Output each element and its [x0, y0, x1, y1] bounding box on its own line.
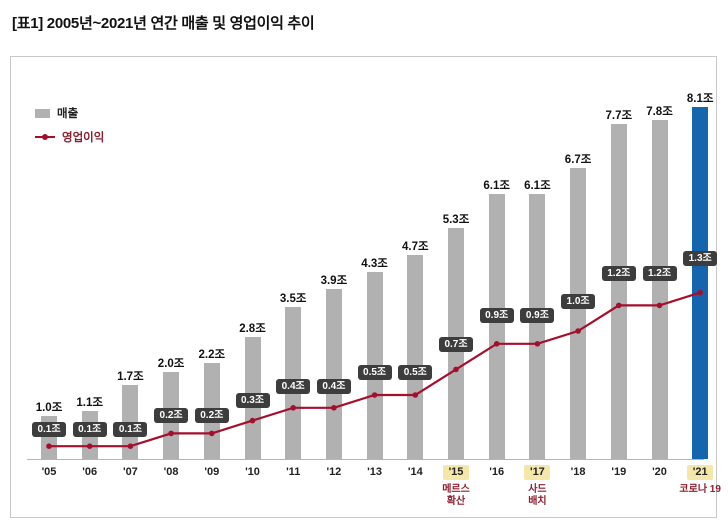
revenue-bar	[325, 289, 342, 459]
event-annotation: 메르스 확산	[424, 484, 488, 508]
profit-value-badge: 0.4조	[276, 379, 311, 395]
event-annotation-line: 확산	[446, 496, 466, 507]
revenue-bar	[529, 193, 546, 459]
profit-value-badge: 0.1조	[113, 421, 148, 437]
profit-value-badge: 0.2조	[154, 407, 189, 423]
event-annotation-line: 사드	[528, 484, 547, 495]
profit-value-badge: 0.9조	[479, 308, 514, 324]
profit-line-swatch-icon	[35, 134, 55, 140]
revenue-bar	[488, 193, 505, 459]
profit-value-badge: 0.2조	[194, 407, 229, 423]
x-axis-label: '15	[443, 465, 469, 480]
revenue-value-label: 5.3조	[442, 214, 470, 227]
profit-value-badge: 1.2조	[601, 265, 636, 281]
legend-label-profit: 영업이익	[62, 132, 105, 144]
revenue-value-label: 8.1조	[686, 92, 714, 105]
profit-value-badge: 0.1조	[72, 421, 107, 437]
event-annotation: 사드 배치	[505, 484, 569, 508]
profit-value-badge: 0.1조	[32, 421, 66, 437]
revenue-value-label: 2.2조	[198, 349, 226, 362]
x-axis-line	[27, 459, 704, 460]
revenue-bar	[407, 254, 424, 459]
revenue-value-label: 3.5조	[279, 292, 307, 305]
x-axis-label: '13	[367, 466, 383, 478]
x-axis-label: '09	[204, 466, 220, 478]
revenue-value-label: 3.9조	[320, 275, 348, 288]
x-axis-label: '10	[245, 466, 260, 478]
legend-item-revenue: 매출	[35, 101, 104, 125]
profit-dot-swatch-icon	[42, 134, 48, 140]
x-axis-label: '17	[524, 465, 551, 480]
revenue-value-label: 6.1조	[524, 179, 551, 192]
event-annotation-line: 메르스	[442, 484, 470, 495]
legend-label-revenue: 매출	[57, 108, 79, 120]
x-axis-label: '05	[41, 466, 57, 478]
x-axis-label: '16	[489, 466, 505, 478]
x-axis-label: '19	[611, 466, 627, 478]
x-axis-label: '21	[687, 465, 714, 480]
x-axis-label: '11	[286, 466, 301, 478]
profit-value-badge: 0.5조	[357, 365, 392, 380]
revenue-value-label: 4.3조	[361, 257, 388, 270]
profit-value-badge: 1.3조	[683, 251, 718, 267]
profit-value-badge: 1.2조	[642, 265, 677, 281]
x-axis-label: '12	[326, 466, 342, 478]
x-axis-label: '20	[652, 466, 667, 478]
event-annotation-line: 코로나 19	[679, 484, 721, 495]
legend-item-profit: 영업이익	[35, 125, 104, 149]
revenue-bar	[570, 167, 587, 459]
plot-area: 1.0조 '05 1.1조 '06 1.7조 '07 2.0조 '08 2.2조 '09 2.8조 '…	[11, 57, 721, 517]
event-annotation: 코로나 19	[668, 484, 728, 496]
x-axis-label: '08	[163, 466, 179, 478]
x-axis-label: '14	[407, 466, 423, 478]
chart-container: 매출 영업이익 1.0조 '05 1.1조 '06 1.7조 '07 2.0조 '08 2.2조…	[10, 56, 721, 518]
revenue-value-label: 4.7조	[402, 240, 429, 253]
profit-value-badge: 0.3조	[235, 393, 270, 409]
profit-value-badge: 0.5조	[398, 365, 433, 380]
profit-value-badge: 0.7조	[439, 336, 473, 352]
profit-value-badge: 0.9조	[520, 308, 555, 324]
page-title: [표1] 2005년~2021년 연간 매출 및 영업이익 추이	[12, 15, 315, 32]
revenue-value-label: 6.7조	[564, 153, 592, 166]
revenue-value-label: 7.8조	[646, 105, 673, 118]
profit-value-badge: 0.4조	[316, 379, 351, 395]
revenue-value-label: 2.8조	[239, 323, 266, 336]
revenue-bar	[692, 106, 709, 459]
x-axis-label: '18	[570, 466, 586, 478]
profit-value-badge: 1.0조	[561, 294, 596, 309]
revenue-value-label: 1.1조	[76, 397, 103, 410]
legend: 매출 영업이익	[35, 101, 104, 149]
revenue-value-label: 7.7조	[605, 110, 633, 123]
x-axis-label: '07	[122, 466, 138, 478]
x-axis-label: '06	[82, 466, 98, 478]
revenue-bar-swatch-icon	[35, 108, 50, 118]
revenue-value-label: 6.1조	[483, 179, 510, 192]
revenue-bar	[610, 124, 627, 459]
revenue-bar	[651, 119, 668, 459]
event-annotation-line: 배치	[528, 496, 547, 507]
